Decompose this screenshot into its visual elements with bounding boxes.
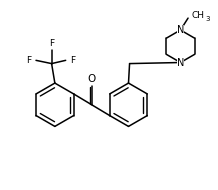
Text: N: N (177, 25, 184, 35)
Text: 3: 3 (205, 16, 209, 22)
Text: O: O (88, 74, 96, 84)
Text: F: F (49, 39, 54, 48)
Text: F: F (27, 56, 32, 65)
Text: N: N (177, 58, 184, 67)
Text: CH: CH (192, 11, 205, 21)
Text: F: F (70, 56, 75, 65)
